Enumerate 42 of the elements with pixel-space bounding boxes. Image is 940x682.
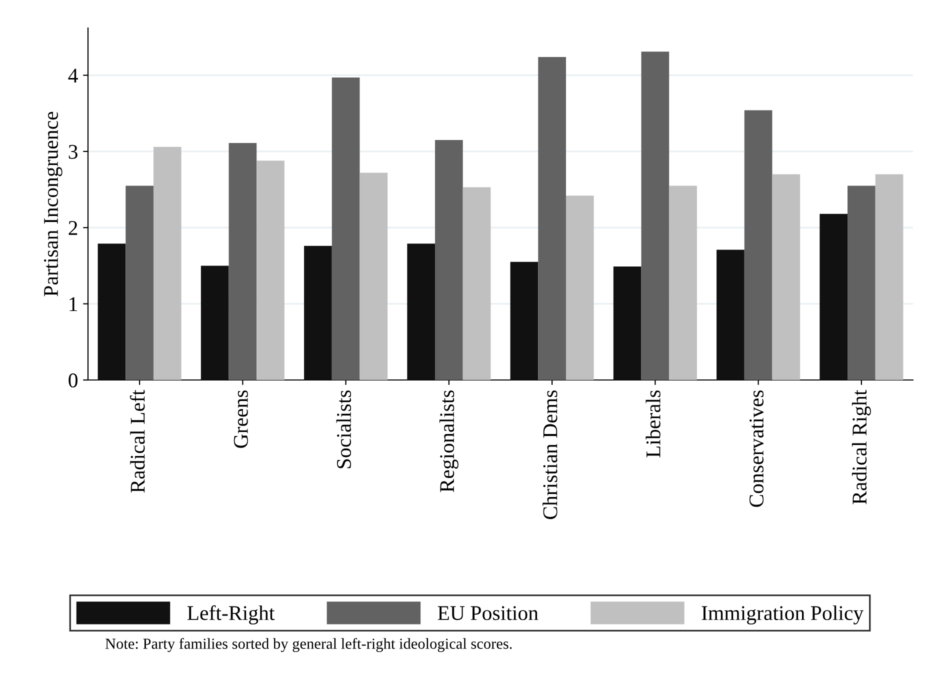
bar <box>256 160 284 380</box>
bar <box>126 186 154 380</box>
text: Note: Party families sorted by general left-right ideological scores. <box>105 638 512 652</box>
bar <box>462 187 491 380</box>
bar <box>848 186 876 380</box>
y-tick-label: 1 <box>70 297 78 312</box>
bar <box>435 140 463 380</box>
bar <box>200 266 229 380</box>
y-tick-label: 3 <box>68 144 78 159</box>
x-tick-label: Socialists <box>336 390 352 468</box>
y-axis-title: Partisan Incongruence <box>44 112 62 296</box>
x-tick-label: Christian Dems <box>542 390 558 520</box>
bar <box>304 246 332 380</box>
legend-label: Immigration Policy <box>702 605 864 624</box>
x-tick-label: Greens <box>234 390 248 448</box>
y-tick-label: 4 <box>68 68 78 82</box>
bar <box>360 172 388 380</box>
bar <box>744 110 772 380</box>
bar <box>332 78 360 380</box>
bar <box>538 56 566 380</box>
legend-label: Left-Right <box>187 605 275 624</box>
bar <box>510 262 538 380</box>
x-tick-label: Regionalists <box>439 390 458 492</box>
bar <box>820 214 848 380</box>
bar <box>228 143 257 380</box>
x-tick-label: Radical Right <box>852 390 871 504</box>
bar <box>669 186 697 380</box>
y-tick-label: 2 <box>68 221 78 235</box>
x-tick-label: Radical Left <box>130 390 145 493</box>
bar <box>641 52 670 380</box>
legend-label: EU Position <box>438 606 538 620</box>
bar <box>875 174 904 380</box>
bar <box>772 174 800 380</box>
bar <box>407 244 436 380</box>
y-tick-label: 0 <box>68 373 78 388</box>
x-tick-label: Liberals <box>646 390 660 458</box>
bar <box>613 266 642 380</box>
bar <box>566 196 594 380</box>
bar <box>153 146 182 380</box>
bar <box>98 244 126 380</box>
bar <box>716 250 744 380</box>
x-tick-label: Conservatives <box>750 390 764 507</box>
